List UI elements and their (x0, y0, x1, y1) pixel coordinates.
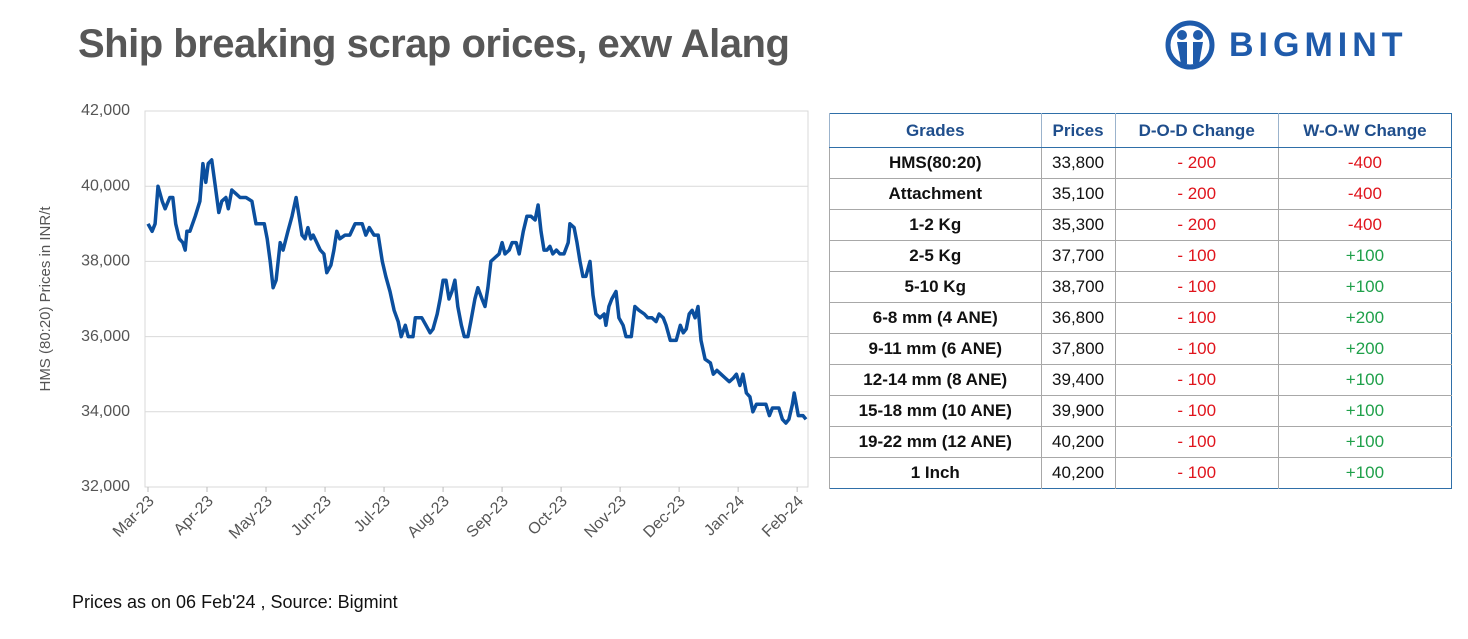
y-tick-label: 36,000 (81, 328, 130, 345)
table-cell: 1 Inch (829, 457, 1042, 489)
x-tick-label: May-23 (226, 493, 276, 543)
price-table: Grades Prices D-O-D Change W-O-W Change HMS(… (829, 113, 1452, 489)
table-cell: 39,900 (1040, 395, 1116, 427)
table-cell: - 100 (1114, 395, 1279, 427)
table-cell: 9-11 mm (6 ANE) (829, 333, 1042, 365)
table-cell: 39,400 (1040, 364, 1116, 396)
table-row: 1-2 Kg 35,300- 200 -400 (829, 209, 1452, 241)
chart-title: Ship breaking scrap orices, exw Alang (78, 22, 790, 66)
column-header: Prices (1040, 113, 1116, 148)
table-row: HMS(80:20) 33,800- 200 -400 (829, 147, 1452, 179)
chart: HMS (80:20) Prices in INR/t 32,000 34,000… (37, 102, 809, 543)
table-row: 5-10 Kg 38,700- 100 +100 (829, 271, 1452, 303)
table-cell: +200 (1277, 302, 1452, 334)
table-row: 15-18 mm (10 ANE) 39,900- 100 +100 (829, 395, 1452, 427)
x-tick-label: Sep-23 (463, 493, 512, 542)
table-cell: 19-22 mm (12 ANE) (829, 426, 1042, 458)
table-cell: 37,700 (1040, 240, 1116, 272)
table-cell: - 200 (1114, 147, 1279, 179)
table-row: Attachment 35,100- 200 -400 (829, 178, 1452, 210)
table-cell: 12-14 mm (8 ANE) (829, 364, 1042, 396)
table-cell: 1-2 Kg (829, 209, 1042, 241)
x-tick-label: Oct-23 (525, 493, 571, 539)
column-header: W-O-W Change (1277, 113, 1452, 148)
table-cell: -400 (1277, 147, 1452, 179)
table-cell: -400 (1277, 209, 1452, 241)
table-cell: - 200 (1114, 178, 1279, 210)
x-tick-label: Jun-23 (288, 493, 335, 540)
table-cell: 36,800 (1040, 302, 1116, 334)
table-cell: +100 (1277, 426, 1452, 458)
x-tick-label: Jan-24 (701, 493, 748, 540)
table-cell: 40,200 (1040, 426, 1116, 458)
x-tick-label: Feb-24 (759, 493, 807, 541)
table-cell: +100 (1277, 364, 1452, 396)
table-cell: +100 (1277, 457, 1452, 489)
table-cell: +100 (1277, 395, 1452, 427)
logo-text: BIGMINT (1229, 25, 1408, 64)
table-cell: - 100 (1114, 364, 1279, 396)
table-cell: 33,800 (1040, 147, 1116, 179)
table-row: 19-22 mm (12 ANE) 40,200- 100 +100 (829, 426, 1452, 458)
table-cell: 2-5 Kg (829, 240, 1042, 272)
y-axis-label: HMS (80:20) Prices in INR/t (37, 206, 54, 392)
table-row: 6-8 mm (4 ANE) 36,800- 100 +200 (829, 302, 1452, 334)
table-row: 2-5 Kg 37,700- 100 +100 (829, 240, 1452, 272)
table-cell: - 200 (1114, 209, 1279, 241)
table-cell: - 100 (1114, 240, 1279, 272)
logo-icon (1165, 20, 1215, 70)
table-cell: +200 (1277, 333, 1452, 365)
logo: BIGMINT (1165, 20, 1408, 70)
x-tick-label: Nov-23 (581, 493, 630, 542)
table-cell: - 100 (1114, 426, 1279, 458)
y-tick-label: 38,000 (81, 253, 130, 270)
x-tick-label: Mar-23 (110, 493, 158, 541)
y-tick-label: 34,000 (81, 403, 130, 420)
column-header: Grades (829, 113, 1042, 148)
table-cell: - 100 (1114, 302, 1279, 334)
table-cell: - 100 (1114, 271, 1279, 303)
table-cell: 37,800 (1040, 333, 1116, 365)
y-tick-label: 42,000 (81, 102, 130, 119)
table-cell: 38,700 (1040, 271, 1116, 303)
table-row: 1 Inch 40,200- 100 +100 (829, 457, 1452, 489)
table-cell: +100 (1277, 271, 1452, 303)
y-tick-label: 32,000 (81, 478, 130, 495)
table-cell: 35,300 (1040, 209, 1116, 241)
table-cell: - 100 (1114, 457, 1279, 489)
table-row: 12-14 mm (8 ANE) 39,400- 100 +100 (829, 364, 1452, 396)
footnote: Prices as on 06 Feb'24 , Source: Bigmint (72, 592, 398, 612)
x-tick-label: Aug-23 (404, 493, 453, 542)
table-cell: +100 (1277, 240, 1452, 272)
x-tick-label: Apr-23 (171, 493, 217, 539)
column-header: D-O-D Change (1114, 113, 1279, 148)
table-cell: 40,200 (1040, 457, 1116, 489)
price-line (146, 158, 808, 425)
table-cell: HMS(80:20) (829, 147, 1042, 179)
y-tick-label: 40,000 (81, 177, 130, 194)
table-cell: -400 (1277, 178, 1452, 210)
table-cell: 6-8 mm (4 ANE) (829, 302, 1042, 334)
table-cell: - 100 (1114, 333, 1279, 365)
table-cell: 35,100 (1040, 178, 1116, 210)
header-row: Grades Prices D-O-D Change W-O-W Change (829, 113, 1452, 148)
table-cell: Attachment (829, 178, 1042, 210)
table-row: 9-11 mm (6 ANE) 37,800- 100 +200 (829, 333, 1452, 365)
table-cell: 5-10 Kg (829, 271, 1042, 303)
x-tick-label: Dec-23 (640, 493, 689, 542)
table-cell: 15-18 mm (10 ANE) (829, 395, 1042, 427)
x-tick-label: Jul-23 (351, 493, 394, 536)
